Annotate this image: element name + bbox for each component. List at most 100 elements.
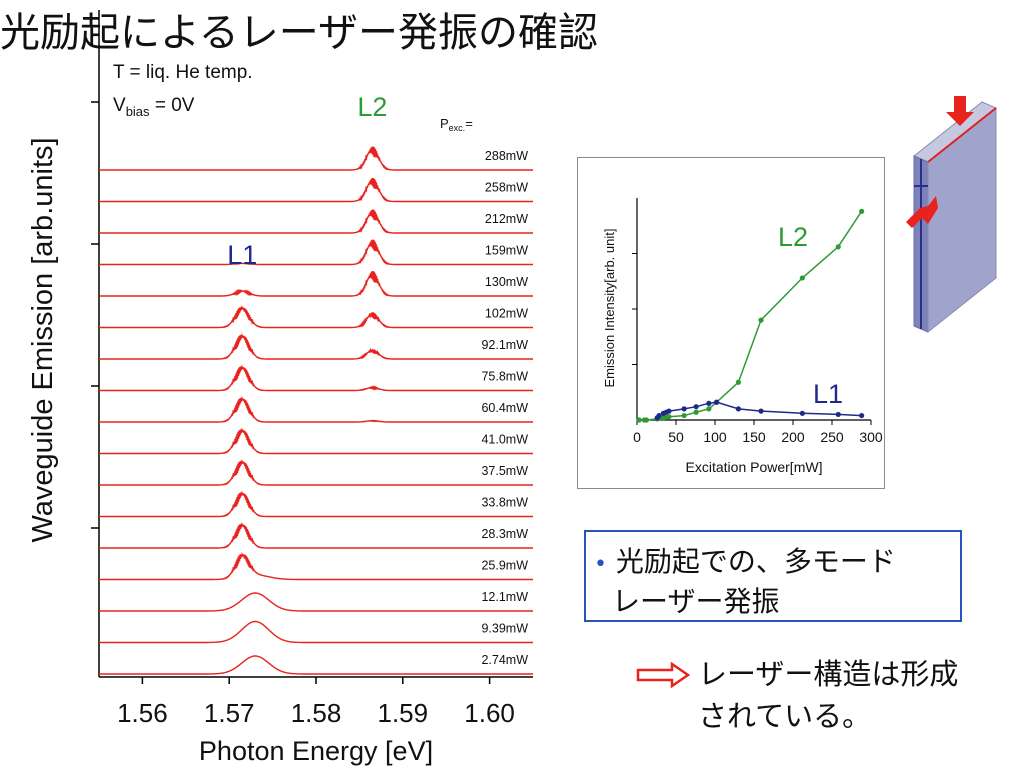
inset-point-l2 (799, 275, 805, 281)
spectrum-trace (99, 177, 533, 203)
inset-point-l1 (693, 404, 699, 410)
power-label: 28.3mW (481, 527, 528, 541)
power-label: 92.1mW (481, 338, 528, 352)
x-tick-label: 1.56 (117, 698, 168, 728)
inset-point-l2 (859, 208, 865, 214)
power-label: 12.1mW (481, 590, 528, 604)
y-axis-title: Waveguide Emission [arb.units] (27, 137, 59, 542)
power-label: 41.0mW (481, 433, 528, 447)
peak-label-l1: L1 (227, 240, 257, 270)
inset-chart-frame: 0 50 100 150 200 250 300 Excitation Power[mW] Em… (577, 157, 885, 489)
spectra-labels: Pexc.= L1 L2 288mW 258mW 212mW 159mW 130mW 102mW… (227, 92, 528, 667)
inset-x-axis-title: Excitation Power[mW] (686, 459, 823, 475)
inset-point-l1 (859, 412, 865, 419)
spectrum-trace (99, 146, 533, 171)
power-label: 60.4mW (481, 401, 528, 415)
spectrum-trace (99, 655, 533, 675)
spectrum-trace (99, 620, 533, 644)
spectrum-trace (99, 551, 533, 581)
bullet-line-2: レーザー発振 (612, 585, 780, 618)
x-tick-label: 1.59 (377, 698, 428, 728)
inset-point-l2 (735, 379, 741, 385)
bullet-box: • 光励起での、多モード レーザー発振 (584, 530, 962, 622)
inset-point-l1 (799, 410, 805, 416)
inset-axes: 0 50 100 150 200 250 300 Excitation Power[mW] Em… (602, 198, 883, 475)
temperature-label: T = liq. He temp. (113, 62, 253, 83)
spectrum-trace (99, 458, 533, 486)
spectra-chart: 1.56 1.57 1.58 1.59 1.60 Photon Energy [eV] Wa… (27, 10, 533, 766)
conclusion-line-2: されている。 (698, 699, 872, 733)
inset-labels: L2 L1 (778, 222, 843, 409)
inset-point-l2 (835, 244, 841, 250)
inset-chart: 0 50 100 150 200 250 300 Excitation Power[mW] Em… (602, 198, 883, 475)
conclusion-line-1: レーザー構造は形成 (698, 657, 959, 691)
power-legend-header: Pexc.= (440, 116, 473, 133)
power-label: 159mW (485, 244, 528, 258)
spectrum-trace (99, 364, 533, 392)
inset-series (636, 208, 865, 423)
power-label: 9.39mW (481, 622, 528, 636)
inset-point-l2 (666, 414, 672, 420)
power-label: 75.8mW (481, 370, 528, 384)
spectrum-trace (99, 427, 533, 455)
inset-point-l2 (681, 412, 687, 419)
inset-point-l1 (713, 399, 720, 405)
bias-label-value: = 0V (149, 95, 195, 116)
power-label: 102mW (485, 307, 528, 321)
power-label: 37.5mW (481, 464, 528, 478)
x-tick-label: 1.60 (464, 698, 515, 728)
spectrum-trace (99, 521, 533, 549)
power-label: 25.9mW (481, 559, 528, 573)
emission-arrow-icon (906, 196, 938, 228)
arrow-right-icon (636, 662, 690, 688)
inset-point-l1 (656, 412, 662, 419)
power-label: 2.74mW (481, 653, 528, 667)
spectra-traces (99, 146, 533, 675)
inset-label-l2: L2 (778, 222, 808, 252)
power-label: 33.8mW (481, 496, 528, 510)
spectrum-trace (99, 305, 533, 329)
inset-point-l2 (693, 409, 699, 415)
bias-label-main: V (113, 95, 126, 116)
inset-x-tick-label: 0 (633, 429, 641, 445)
excitation-arrow-icon (946, 96, 974, 126)
x-tick-label: 1.58 (291, 698, 342, 728)
x-tick-label: 1.57 (204, 698, 255, 728)
inset-x-tick-label: 300 (859, 429, 883, 445)
inset-x-tick-label: 50 (668, 429, 684, 445)
spectra-axes: 1.56 1.57 1.58 1.59 1.60 Photon Energy [eV] Wa… (27, 10, 533, 766)
spectrum-trace (99, 332, 533, 360)
bias-label-sub: bias (125, 103, 150, 119)
inset-point-l2 (706, 406, 712, 412)
waveguide-top-line (927, 107, 997, 163)
inset-point-l1 (835, 411, 841, 418)
inset-point-l1 (706, 400, 712, 406)
waveguide-device-diagram (906, 96, 997, 334)
bias-label: Vbias = 0V (113, 95, 194, 119)
inset-point-l1 (735, 406, 741, 412)
power-label: 130mW (485, 275, 528, 289)
inset-point-l2 (643, 417, 650, 423)
spectrum-trace (99, 395, 533, 423)
inset-label-l1: L1 (813, 379, 843, 409)
inset-y-axis-title: Emission Intensity[arb. unit] (602, 229, 617, 388)
power-label: 288mW (485, 149, 528, 163)
inset-x-tick-label: 150 (742, 429, 766, 445)
inset-x-tick-label: 100 (703, 429, 727, 445)
inset-point-l1 (758, 408, 764, 414)
bullet-dot: • (594, 552, 607, 577)
bullet-text-1: 光励起での、多モード (615, 545, 896, 578)
spectrum-trace (99, 592, 533, 612)
power-label: 258mW (485, 181, 528, 195)
inset-x-tick-label: 200 (781, 429, 805, 445)
spectrum-trace (99, 271, 533, 297)
spectrum-trace (99, 209, 533, 234)
inset-x-tick-label: 250 (820, 429, 844, 445)
inset-point-l2 (636, 417, 642, 423)
inset-point-l2 (758, 317, 764, 323)
inset-point-l1 (681, 406, 687, 412)
x-axis-title: Photon Energy [eV] (199, 736, 433, 766)
inset-point-l1 (666, 408, 672, 414)
peak-label-l2: L2 (357, 92, 387, 122)
power-label: 212mW (485, 212, 528, 226)
